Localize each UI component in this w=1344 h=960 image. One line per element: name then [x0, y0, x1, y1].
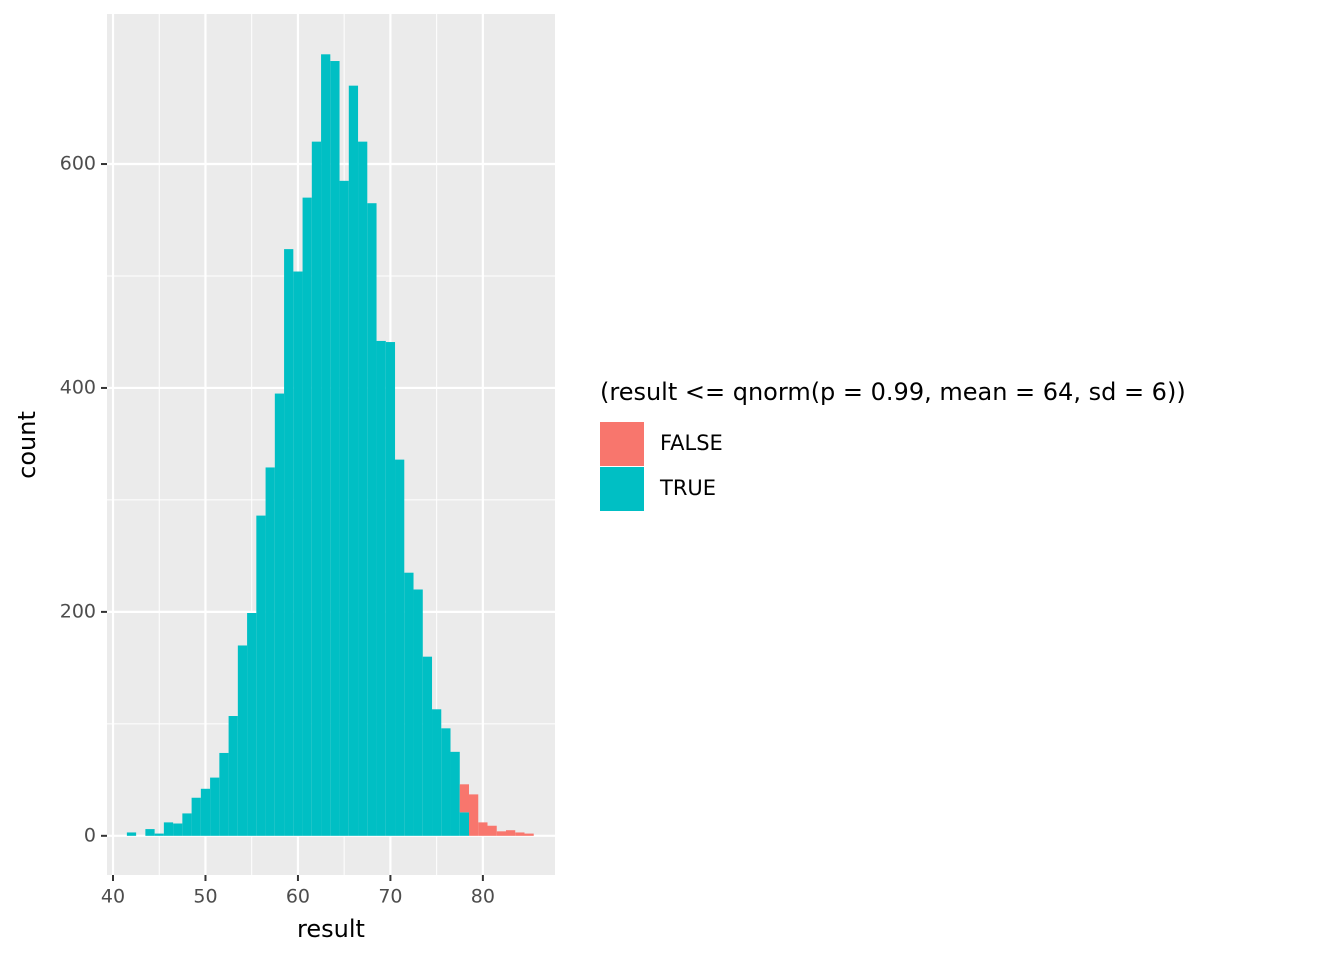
bar — [237, 645, 248, 836]
bar — [376, 340, 386, 836]
x-tick-label: 40 — [101, 886, 125, 908]
bar — [450, 751, 460, 836]
y-axis-title: count — [13, 411, 41, 479]
bar — [459, 812, 470, 836]
bar — [219, 752, 229, 836]
bar — [459, 784, 470, 813]
x-tick-label: 50 — [193, 886, 217, 908]
bar — [358, 141, 368, 836]
bar — [505, 830, 516, 836]
bar — [210, 777, 220, 836]
bar — [404, 572, 414, 836]
bar — [154, 833, 164, 836]
bar — [173, 823, 183, 836]
bar — [311, 141, 322, 836]
bar — [487, 825, 497, 836]
bar — [496, 831, 506, 836]
bar — [293, 271, 303, 836]
legend-label: FALSE — [660, 431, 723, 455]
legend-key — [600, 422, 644, 466]
bar — [182, 813, 192, 836]
bar — [247, 613, 257, 836]
bar — [432, 709, 442, 836]
bar — [228, 716, 238, 836]
bar — [441, 728, 451, 836]
bar — [145, 829, 155, 836]
bar — [515, 832, 525, 836]
bar — [302, 197, 312, 836]
bar — [348, 85, 359, 836]
bar — [385, 342, 396, 836]
x-axis-title: result — [297, 915, 365, 943]
bar — [339, 180, 349, 836]
bar — [524, 833, 534, 836]
bar — [256, 515, 266, 836]
bar — [191, 797, 201, 836]
x-tick-label: 60 — [286, 886, 310, 908]
bar — [274, 393, 285, 836]
bar — [163, 822, 174, 836]
bar — [422, 656, 433, 836]
legend-title: (result <= qnorm(p = 0.99, mean = 64, sd… — [600, 378, 1186, 406]
y-tick-label: 400 — [60, 376, 96, 398]
bar — [321, 54, 331, 836]
legend-label: TRUE — [659, 476, 716, 500]
y-tick-label: 0 — [84, 824, 96, 846]
bar — [395, 459, 405, 836]
bar — [200, 788, 211, 836]
bar — [284, 249, 294, 836]
bar — [330, 61, 340, 836]
y-tick-label: 600 — [60, 153, 96, 175]
bar — [367, 203, 377, 836]
bar — [478, 822, 488, 836]
bar — [265, 467, 275, 836]
legend-key — [600, 467, 644, 511]
x-tick-label: 80 — [471, 886, 495, 908]
y-tick-label: 200 — [60, 600, 96, 622]
x-tick-label: 70 — [378, 886, 402, 908]
bar — [126, 832, 137, 836]
bar — [413, 589, 423, 836]
bar — [469, 794, 479, 836]
